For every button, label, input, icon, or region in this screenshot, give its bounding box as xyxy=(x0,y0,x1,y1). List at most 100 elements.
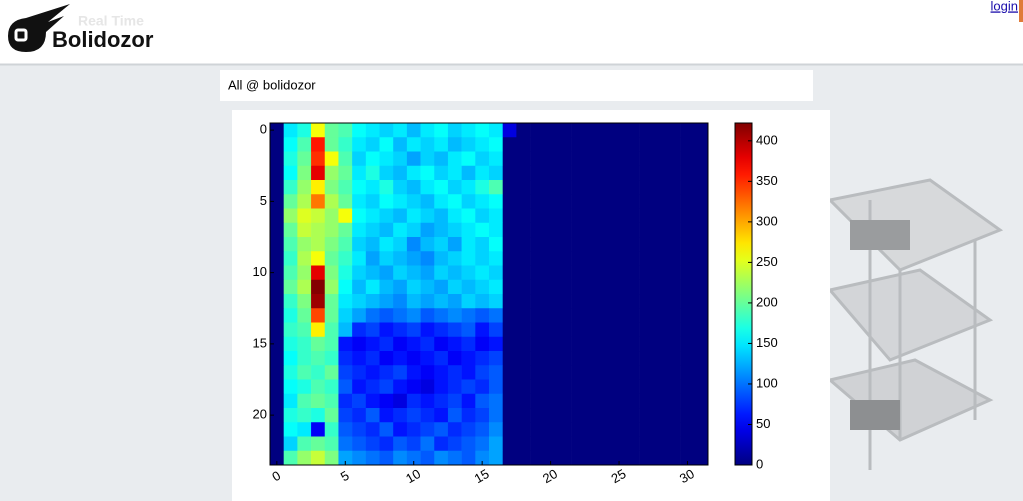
heatmap-cell xyxy=(680,194,695,209)
heatmap-cell xyxy=(653,294,668,309)
heatmap-cell xyxy=(625,308,640,323)
heatmap-cell xyxy=(502,365,517,380)
x-tick-label: 15 xyxy=(472,466,492,486)
colorbar-tick-label: 250 xyxy=(756,254,778,269)
heatmap-cell xyxy=(489,208,503,224)
heatmap-cell xyxy=(502,436,517,452)
heatmap-cell xyxy=(270,165,284,181)
heatmap-cell xyxy=(461,165,476,181)
heatmap-cell xyxy=(516,436,531,452)
heatmap-cell xyxy=(639,422,654,437)
heatmap-cell xyxy=(530,222,545,238)
heatmap-cell xyxy=(625,422,640,437)
heatmap-cell xyxy=(475,322,490,338)
heatmap-cell xyxy=(639,436,654,452)
heatmap-cell xyxy=(530,151,545,167)
heatmap-cell xyxy=(365,180,380,195)
heatmap-cell xyxy=(571,422,586,437)
heatmap-cell xyxy=(625,194,640,209)
heatmap-cell xyxy=(571,222,586,238)
heatmap-cell xyxy=(530,208,545,224)
heatmap-cell xyxy=(489,294,503,309)
heatmap-cell xyxy=(502,308,517,323)
heatmap-cell xyxy=(598,165,613,181)
heatmap-cell xyxy=(666,379,681,395)
heatmap-cell xyxy=(434,322,449,338)
heatmap-cell xyxy=(653,379,668,395)
heatmap-cell xyxy=(612,450,627,466)
heatmap-cell xyxy=(530,408,545,423)
heatmap-cell xyxy=(365,294,380,309)
heatmap-cell xyxy=(612,308,627,323)
logo-title: Bolidozor xyxy=(52,27,154,52)
heatmap-cell xyxy=(447,436,462,452)
heatmap-cell xyxy=(311,322,326,338)
heatmap-cell xyxy=(543,422,558,437)
heatmap-cell xyxy=(584,436,599,452)
heatmap-cell xyxy=(365,379,380,395)
heatmap-cell xyxy=(324,137,339,152)
heatmap-cell xyxy=(694,180,709,195)
heatmap-cell xyxy=(530,180,545,195)
heatmap-cell xyxy=(461,265,476,281)
heatmap-cell xyxy=(543,222,558,238)
heatmap-cell xyxy=(434,194,449,209)
heatmap-cell xyxy=(516,222,531,238)
heatmap-cell xyxy=(352,222,367,238)
heatmap-cell xyxy=(297,237,312,252)
heatmap-cell xyxy=(297,208,312,224)
heatmap-cell xyxy=(598,308,613,323)
heatmap-cell xyxy=(502,379,517,395)
heatmap-cell xyxy=(434,180,449,195)
heatmap-cell xyxy=(420,379,435,395)
heatmap-cell xyxy=(365,208,380,224)
heatmap-cell xyxy=(571,408,586,423)
heatmap-cell xyxy=(406,365,421,380)
heatmap-cell xyxy=(625,336,640,352)
heatmap-cell xyxy=(694,194,709,209)
heatmap-cell xyxy=(352,165,367,181)
heatmap-cell xyxy=(365,450,380,466)
heatmap-cell xyxy=(639,123,654,138)
heatmap-cell xyxy=(365,365,380,380)
heatmap-cell xyxy=(379,408,394,423)
heatmap-cell xyxy=(666,393,681,409)
heatmap-cell xyxy=(297,251,312,266)
heatmap-cell xyxy=(475,379,490,395)
heatmap-cell xyxy=(338,322,353,338)
heatmap-cell xyxy=(365,422,380,437)
heatmap-cell xyxy=(530,294,545,309)
login-link[interactable]: login xyxy=(991,0,1018,13)
heatmap-cell xyxy=(571,450,586,466)
heatmap-cell xyxy=(379,251,394,266)
heatmap-cell xyxy=(516,294,531,309)
heatmap-cell xyxy=(516,379,531,395)
heatmap-cell xyxy=(666,180,681,195)
heatmap-cell xyxy=(543,151,558,167)
heatmap-cell xyxy=(666,265,681,281)
heatmap-cell xyxy=(475,222,490,238)
heatmap-cell xyxy=(680,336,695,352)
heatmap-cell xyxy=(406,165,421,181)
heatmap-cell xyxy=(338,408,353,423)
logo[interactable]: Real Time Bolidozor xyxy=(8,4,154,52)
heatmap-cell xyxy=(352,265,367,281)
heatmap-cell xyxy=(598,436,613,452)
heatmap-cell xyxy=(489,336,503,352)
heatmap-cell xyxy=(393,351,408,366)
heatmap-cell xyxy=(516,151,531,167)
heatmap-cell xyxy=(324,123,339,138)
heatmap-cell xyxy=(557,265,572,281)
heatmap-cell xyxy=(311,279,326,295)
heatmap-cell xyxy=(352,308,367,323)
heatmap-cell xyxy=(406,137,421,152)
heatmap-cell xyxy=(625,408,640,423)
heatmap-cell xyxy=(489,180,503,195)
heatmap-cell xyxy=(338,450,353,466)
heatmap-cell xyxy=(502,251,517,266)
heatmap-cell xyxy=(283,237,298,252)
heatmap-cell xyxy=(543,393,558,409)
heatmap-cell xyxy=(666,237,681,252)
heatmap-cell xyxy=(502,151,517,167)
heatmap-cell xyxy=(502,265,517,281)
